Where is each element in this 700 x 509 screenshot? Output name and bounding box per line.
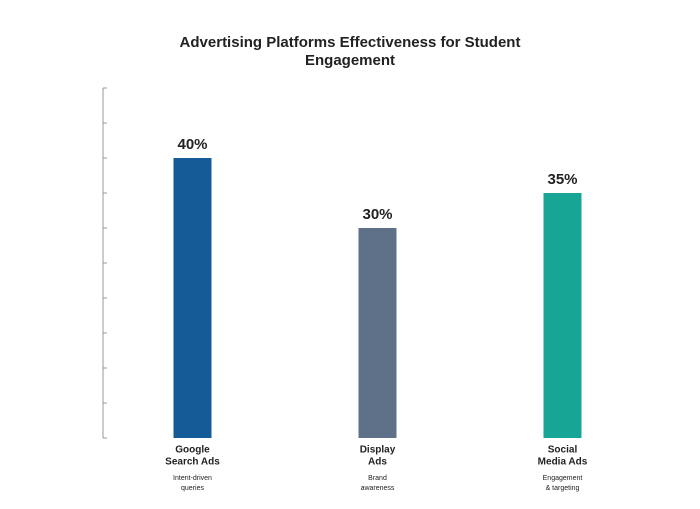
bar — [173, 158, 212, 438]
bar — [358, 228, 397, 438]
x-tick-label: Social — [548, 445, 578, 456]
value-label: 35% — [547, 171, 577, 188]
value-label: 30% — [362, 206, 392, 223]
bar — [543, 193, 582, 438]
category-description: Brand — [368, 475, 387, 482]
value-label: 40% — [177, 136, 207, 153]
category-description: Intent-driven — [173, 475, 212, 482]
x-tick-label: Media Ads — [538, 457, 588, 468]
category-description: queries — [181, 485, 204, 492]
category-description: & targeting — [546, 485, 580, 492]
category-description: Engagement — [543, 475, 583, 482]
chart-title: Advertising Platforms Effectiveness for … — [179, 34, 521, 69]
x-tick-label: Google — [175, 445, 210, 456]
category-description: awareness — [361, 485, 395, 492]
x-tick-label: Search Ads — [165, 457, 220, 468]
x-tick-label: Display — [360, 445, 396, 456]
x-tick-label: Ads — [368, 457, 387, 468]
